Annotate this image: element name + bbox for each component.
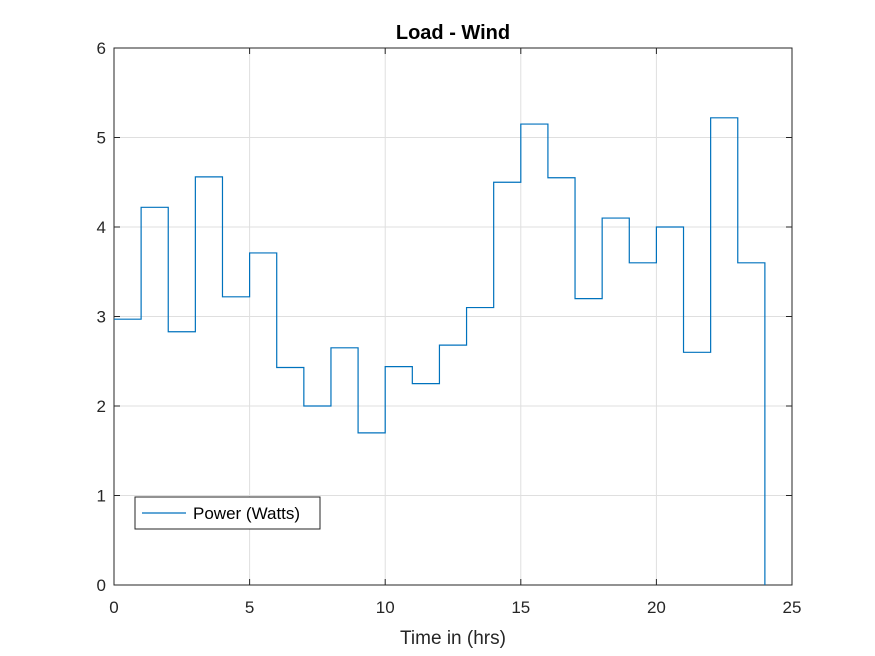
y-tick-label: 2 [97,397,106,416]
y-tick-label: 0 [97,576,106,595]
chart-title: Load - Wind [396,22,510,44]
y-tick-label: 3 [97,308,106,327]
plot-area: 0 5 10 15 20 25 0 1 2 3 4 5 6 [97,39,802,617]
y-tick-label: 6 [97,39,106,58]
series-line [114,117,766,585]
y-tick-label: 5 [97,129,106,148]
x-tick-label: 10 [376,598,395,617]
y-tick-label: 4 [97,218,106,237]
legend: Power (Watts) [134,496,321,530]
x-tick-label: 15 [511,598,530,617]
x-tick-label: 25 [783,598,802,617]
x-axis-label: Time in (hrs) [400,628,506,649]
x-tick-label: 0 [109,598,118,617]
legend-label: Power (Watts) [193,504,300,523]
x-tick-label: 5 [245,598,254,617]
x-tick-label: 20 [647,598,666,617]
y-tick-label: 1 [97,487,106,506]
